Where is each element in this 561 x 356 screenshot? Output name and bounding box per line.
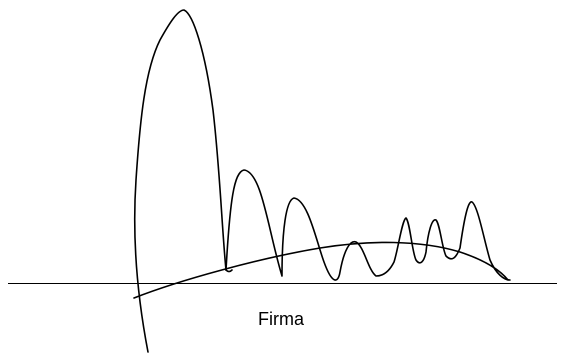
signature-stroke-arc <box>133 241 509 299</box>
signature-line <box>8 283 557 284</box>
signature-stroke-main <box>133 9 227 353</box>
signature-stroke-connector <box>225 269 233 273</box>
signature-caption: Firma <box>258 309 304 329</box>
signature-stroke-humps <box>225 169 511 281</box>
